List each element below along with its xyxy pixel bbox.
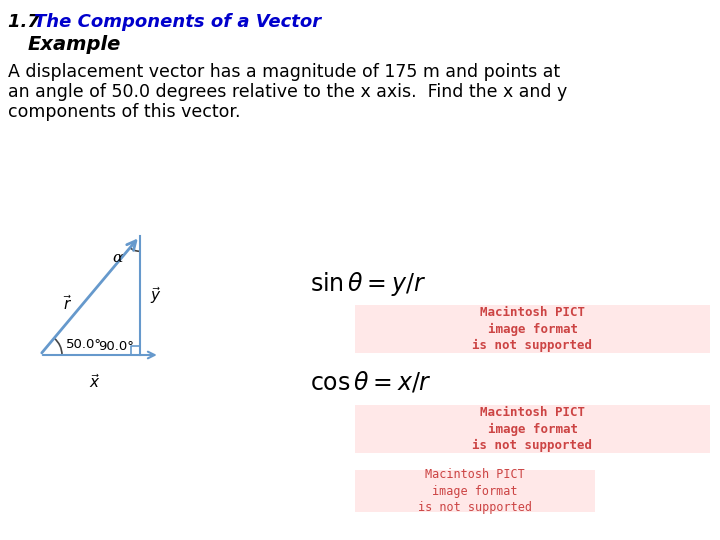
Bar — [355, 405, 710, 453]
Text: $\vec{x}$: $\vec{x}$ — [89, 373, 101, 391]
Text: The Components of a Vector: The Components of a Vector — [34, 13, 321, 31]
Text: Macintosh PICT
image format
is not supported: Macintosh PICT image format is not suppo… — [472, 407, 593, 451]
Text: $\vec{y}$: $\vec{y}$ — [150, 285, 161, 306]
Text: Macintosh PICT
image format
is not supported: Macintosh PICT image format is not suppo… — [418, 469, 532, 514]
Text: Example: Example — [28, 35, 122, 54]
Text: components of this vector.: components of this vector. — [8, 103, 240, 121]
Text: A displacement vector has a magnitude of 175 m and points at: A displacement vector has a magnitude of… — [8, 63, 560, 81]
Text: 90.0°: 90.0° — [98, 340, 133, 353]
Text: 1.7: 1.7 — [8, 13, 46, 31]
Bar — [355, 305, 710, 353]
Text: 50.0°: 50.0° — [66, 338, 102, 351]
Text: $\vec{r}$: $\vec{r}$ — [63, 294, 73, 313]
Bar — [355, 470, 595, 512]
Text: Macintosh PICT
image format
is not supported: Macintosh PICT image format is not suppo… — [472, 306, 593, 352]
Text: an angle of 50.0 degrees relative to the x axis.  Find the x and y: an angle of 50.0 degrees relative to the… — [8, 83, 567, 101]
Text: α: α — [112, 251, 122, 265]
Text: $\sin\theta = y/r$: $\sin\theta = y/r$ — [310, 270, 426, 298]
Text: $\cos\theta = x/r$: $\cos\theta = x/r$ — [310, 370, 432, 395]
